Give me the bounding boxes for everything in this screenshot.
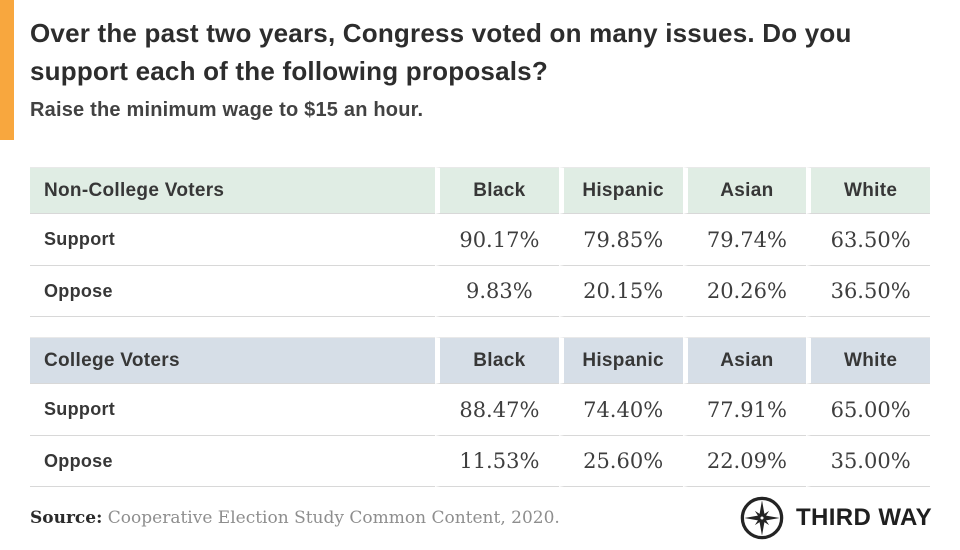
footer: Source: Cooperative Election Study Commo… — [30, 494, 932, 542]
data-cell: 65.00% — [806, 383, 930, 435]
column-header-white: White — [806, 337, 930, 383]
data-cell: 79.74% — [682, 213, 807, 265]
row-label: Oppose — [30, 435, 435, 487]
data-cell: 88.47% — [435, 383, 559, 435]
column-header-hispanic: Hispanic — [558, 337, 683, 383]
logo-wordmark: THIRD WAY — [795, 504, 932, 531]
table-non-college-voters: Non-College Voters Black Hispanic Asian … — [30, 167, 930, 317]
table-header-row: Non-College Voters Black Hispanic Asian … — [30, 167, 930, 213]
table-title: Non-College Voters — [30, 167, 435, 213]
table-header-row: College Voters Black Hispanic Asian Whit… — [30, 337, 930, 383]
row-label: Support — [30, 213, 435, 265]
data-cell: 35.00% — [806, 435, 930, 487]
table-college-voters: College Voters Black Hispanic Asian Whit… — [30, 337, 930, 487]
table-row-oppose: Oppose 9.83% 20.15% 20.26% 36.50% — [30, 265, 930, 317]
page-title-line1: Over the past two years, Congress voted … — [30, 18, 852, 48]
tables-area: Non-College Voters Black Hispanic Asian … — [30, 167, 930, 487]
data-cell: 25.60% — [558, 435, 683, 487]
data-cell: 9.83% — [435, 265, 559, 317]
data-cell: 79.85% — [558, 213, 683, 265]
data-cell: 11.53% — [435, 435, 559, 487]
compass-star-icon — [740, 496, 784, 540]
data-cell: 74.40% — [558, 383, 683, 435]
row-label: Support — [30, 383, 435, 435]
third-way-logo: THIRD WAY — [739, 495, 932, 541]
table-title: College Voters — [30, 337, 435, 383]
data-cell: 36.50% — [806, 265, 930, 317]
data-cell: 77.91% — [682, 383, 807, 435]
page-subtitle: Raise the minimum wage to $15 an hour. — [30, 99, 424, 121]
column-header-black: Black — [435, 337, 559, 383]
data-cell: 90.17% — [435, 213, 559, 265]
table-row-support: Support 88.47% 74.40% 77.91% 65.00% — [30, 383, 930, 435]
source-label: Source: — [30, 508, 103, 528]
accent-bar — [0, 0, 14, 140]
column-header-asian: Asian — [682, 167, 807, 213]
column-header-hispanic: Hispanic — [558, 167, 683, 213]
page-title-line2: support each of the following proposals? — [30, 56, 548, 86]
data-cell: 20.26% — [682, 265, 807, 317]
row-label: Oppose — [30, 265, 435, 317]
table-row-support: Support 90.17% 79.85% 79.74% 63.50% — [30, 213, 930, 265]
source-text: Cooperative Election Study Common Conten… — [102, 508, 560, 528]
column-header-black: Black — [435, 167, 559, 213]
page-title: Over the past two years, Congress voted … — [30, 14, 946, 90]
source-note: Source: Cooperative Election Study Commo… — [30, 508, 560, 528]
data-cell: 20.15% — [558, 265, 683, 317]
column-header-asian: Asian — [682, 337, 807, 383]
header: Over the past two years, Congress voted … — [30, 14, 946, 122]
data-cell: 22.09% — [682, 435, 807, 487]
data-cell: 63.50% — [806, 213, 930, 265]
table-row-oppose: Oppose 11.53% 25.60% 22.09% 35.00% — [30, 435, 930, 487]
column-header-white: White — [806, 167, 930, 213]
